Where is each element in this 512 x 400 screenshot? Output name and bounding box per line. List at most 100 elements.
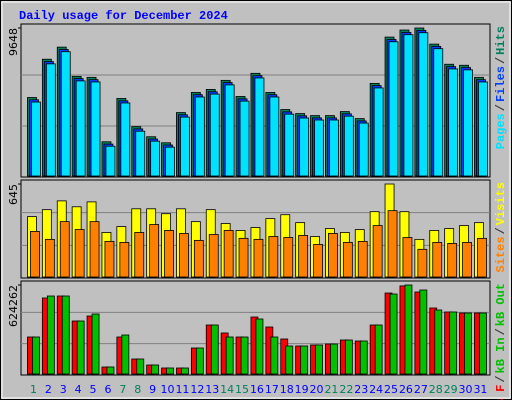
legend-separator: / — [494, 104, 508, 111]
bar — [238, 237, 249, 278]
x-tick-label: 18 — [280, 383, 294, 396]
bar — [165, 146, 175, 177]
x-tick-label: 21 — [324, 383, 338, 396]
bar — [91, 313, 100, 375]
bar — [388, 41, 399, 177]
bar — [314, 119, 324, 177]
x-tick-label: 22 — [339, 383, 353, 396]
x-tick-label: 14 — [220, 383, 234, 396]
bar — [45, 63, 56, 177]
bar — [208, 234, 219, 278]
bar — [269, 96, 280, 177]
bar — [432, 241, 443, 278]
bar — [374, 324, 383, 375]
bar — [121, 334, 130, 375]
bar — [151, 364, 160, 375]
bar — [357, 240, 368, 278]
bar — [240, 336, 249, 375]
bar — [329, 119, 339, 177]
bar — [433, 48, 444, 177]
bar — [268, 236, 279, 278]
bar — [404, 284, 413, 375]
bar — [106, 366, 115, 375]
legend-separator: / — [494, 375, 508, 382]
x-tick-label: 4 — [75, 383, 82, 396]
x-tick-label: 12 — [190, 383, 204, 396]
legend-entry: Visits — [494, 182, 508, 225]
y-max-label: 9648 — [7, 28, 20, 56]
x-tick-label: 5 — [90, 383, 97, 396]
bar — [372, 225, 383, 278]
bar — [419, 289, 428, 375]
x-tick-label: 3 — [60, 383, 67, 396]
bar — [299, 117, 310, 177]
legend-separator: / — [494, 227, 508, 234]
bar — [328, 233, 338, 278]
bar — [89, 221, 100, 278]
bar — [119, 241, 130, 278]
bar — [342, 241, 353, 278]
y-max-label: 624262 — [7, 285, 20, 327]
x-tick-label: 23 — [354, 383, 368, 396]
bar — [136, 358, 145, 375]
bar — [44, 238, 55, 278]
bar — [210, 324, 219, 375]
bar — [134, 232, 145, 278]
x-tick-label: 17 — [265, 383, 279, 396]
x-tick-label: 31 — [473, 383, 487, 396]
bar — [239, 100, 250, 177]
legend-entry: Sites — [494, 236, 508, 272]
bar — [61, 295, 70, 375]
bar — [105, 145, 116, 177]
x-tick-label: 2 — [45, 383, 52, 396]
legend-entry: Hits — [494, 26, 508, 55]
y-max-label: 645 — [7, 184, 20, 205]
legend: Sites / Visits — [494, 182, 508, 272]
bar — [447, 243, 458, 278]
x-tick-label: 27 — [414, 383, 428, 396]
bar — [149, 224, 160, 278]
legend-entry: Pages — [494, 113, 508, 149]
bar — [253, 238, 264, 278]
bar — [462, 241, 472, 278]
legend-entry: kB F — [494, 385, 508, 400]
bar — [285, 345, 294, 375]
bar — [448, 68, 459, 177]
x-tick-label: 25 — [384, 383, 398, 396]
legend-entry: kB In — [494, 337, 508, 373]
bar — [284, 113, 295, 177]
bar — [164, 230, 174, 278]
bar — [150, 140, 161, 177]
bar — [75, 80, 86, 177]
legend: kB F / kB In / kB Out — [494, 283, 508, 400]
x-tick-label: 1 — [30, 383, 37, 396]
bar — [358, 122, 369, 177]
bar — [344, 339, 353, 375]
legend-separator: / — [494, 57, 508, 64]
bar — [224, 84, 235, 177]
x-tick-label: 8 — [134, 383, 141, 396]
bar — [403, 34, 414, 177]
x-tick-label: 15 — [235, 383, 249, 396]
bar — [225, 336, 234, 375]
bar — [60, 51, 71, 177]
x-tick-label: 20 — [310, 383, 324, 396]
bar — [300, 345, 309, 375]
bar — [180, 116, 190, 177]
bar — [32, 336, 40, 375]
bar — [449, 311, 458, 375]
bar — [298, 235, 309, 278]
x-tick-label: 9 — [149, 383, 156, 396]
x-tick-label: 30 — [459, 383, 473, 396]
x-tick-label: 11 — [175, 383, 189, 396]
bar — [166, 367, 174, 375]
legend-entry: kB Out — [494, 283, 508, 326]
bar — [478, 81, 488, 177]
bar — [31, 101, 41, 177]
bar — [313, 244, 323, 278]
bar — [315, 344, 323, 375]
bar — [359, 340, 368, 375]
bar — [90, 81, 101, 177]
